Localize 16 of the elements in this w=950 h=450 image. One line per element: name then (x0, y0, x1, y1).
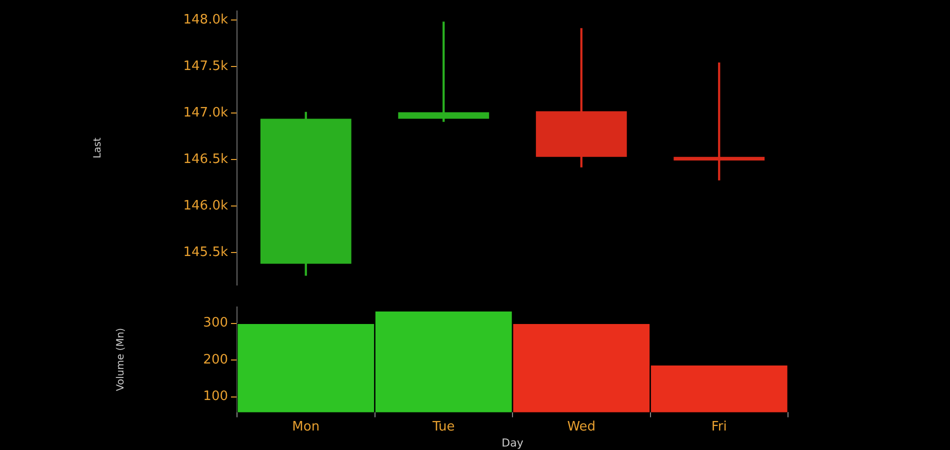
y-tick-label: 148.0k (183, 12, 228, 28)
y-axis-title: Last (92, 138, 104, 158)
x-tick-label: Mon (292, 419, 320, 434)
y-axis-title: Volume (Mn) (116, 328, 127, 392)
y-tick-label: 147.0k (183, 105, 228, 120)
x-axis-title: Day (502, 436, 524, 450)
x-tick-label: Wed (567, 419, 596, 434)
y-tick-label: 300 (203, 316, 228, 331)
x-tick-label: Fri (711, 419, 727, 434)
x-tick-label: Tue (432, 419, 455, 434)
y-tick-label: 200 (203, 352, 228, 368)
y-tick-label: 146.5k (183, 152, 228, 167)
y-tick-label: 147.5k (183, 58, 228, 74)
y-tick-label: 146.0k (183, 198, 228, 214)
y-tick-label: 100 (203, 389, 228, 404)
y-tick-label: 145.5k (183, 245, 228, 260)
